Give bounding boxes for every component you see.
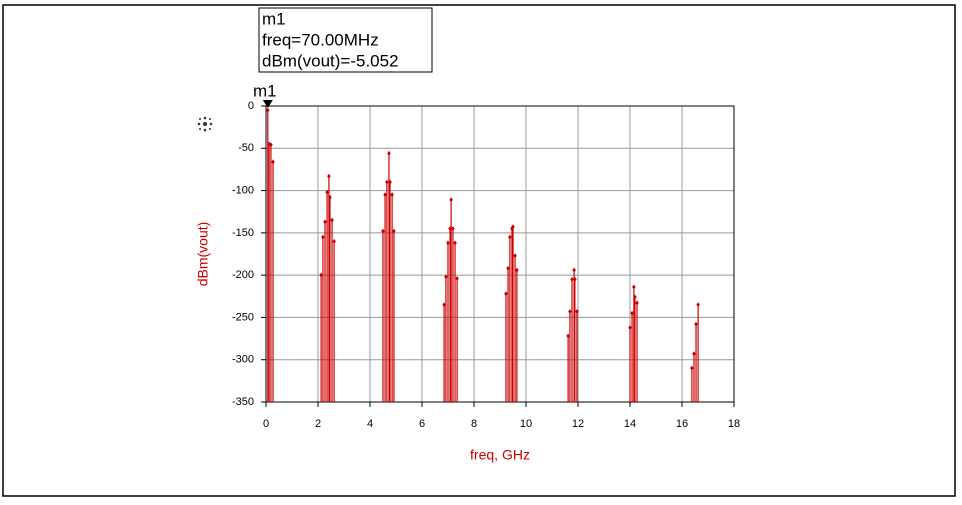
stem-marker (692, 351, 696, 357)
stem-marker (632, 284, 636, 290)
stem-marker (633, 294, 637, 300)
stem-marker (690, 365, 694, 371)
stem-marker (266, 107, 270, 113)
stem-marker (323, 219, 327, 225)
stem-marker (575, 309, 579, 315)
y-tick-label: 0 (248, 100, 254, 112)
stem-marker (573, 276, 577, 282)
stem-marker (504, 291, 508, 297)
stem-marker (444, 274, 448, 280)
marker-line: dBm(vout)=-5.052 (262, 51, 399, 70)
x-tick-label: 2 (315, 418, 321, 430)
x-tick-label: 6 (419, 418, 425, 430)
stem-marker (508, 234, 512, 240)
stem-marker (446, 240, 450, 246)
x-tick-label: 18 (728, 418, 740, 430)
stem-marker (506, 265, 510, 271)
stem-marker (328, 194, 332, 200)
stem-marker (325, 189, 329, 195)
y-tick-label: -350 (232, 396, 254, 408)
stem-marker (572, 267, 576, 273)
stem-marker (321, 234, 325, 240)
stem-marker (381, 228, 385, 234)
stem-marker (271, 159, 275, 165)
stem-marker (511, 224, 515, 230)
stem-marker (327, 173, 331, 179)
x-axis-label: freq, GHz (470, 447, 530, 463)
x-tick-label: 12 (572, 418, 584, 430)
stem-marker (449, 197, 453, 203)
stem-marker (448, 226, 452, 232)
y-tick-label: -200 (232, 269, 254, 281)
x-tick-label: 10 (520, 418, 532, 430)
stem-marker (635, 300, 639, 306)
stem-marker (267, 141, 271, 147)
x-tick-label: 4 (367, 418, 373, 430)
stem-marker (385, 179, 389, 185)
stem-marker (319, 272, 323, 278)
stem-marker (568, 309, 572, 315)
stem-marker (390, 192, 394, 198)
stem-marker (455, 276, 459, 282)
marker-line: m1 (262, 9, 286, 28)
frame (2, 4, 956, 497)
stem-marker (566, 333, 570, 339)
stem-marker (332, 238, 336, 244)
stem-marker (570, 276, 574, 282)
stem-marker (383, 192, 387, 198)
y-tick-label: -50 (238, 142, 254, 154)
y-tick-label: -150 (232, 227, 254, 239)
stem-marker (453, 240, 457, 246)
x-tick-label: 0 (263, 418, 269, 430)
x-tick-label: 16 (676, 418, 688, 430)
x-tick-label: 8 (471, 418, 477, 430)
marker-label: m1 (253, 81, 277, 100)
plot-frame (265, 105, 735, 403)
y-tick-label: -100 (232, 184, 254, 196)
marker-box (258, 7, 433, 73)
stem-marker (696, 302, 700, 308)
y-tick-label: -250 (232, 311, 254, 323)
stem-marker (694, 321, 698, 327)
stem-marker (330, 217, 334, 223)
y-tick-label: -300 (232, 354, 254, 366)
x-tick-label: 14 (624, 418, 636, 430)
marker-triangle (262, 100, 273, 108)
stem-marker (388, 179, 392, 185)
stem-marker (515, 267, 519, 273)
stem-marker (451, 226, 455, 232)
stem-marker (392, 228, 396, 234)
stem-marker (628, 325, 632, 331)
icon (197, 116, 213, 132)
stem-marker (442, 302, 446, 308)
stem-marker (513, 253, 517, 259)
marker-line: freq=70.00MHz (262, 30, 379, 49)
stem-marker (630, 310, 634, 316)
y-axis-label: dBm(vout) (195, 222, 211, 287)
stem-marker (269, 142, 273, 148)
stem-marker (387, 150, 391, 156)
